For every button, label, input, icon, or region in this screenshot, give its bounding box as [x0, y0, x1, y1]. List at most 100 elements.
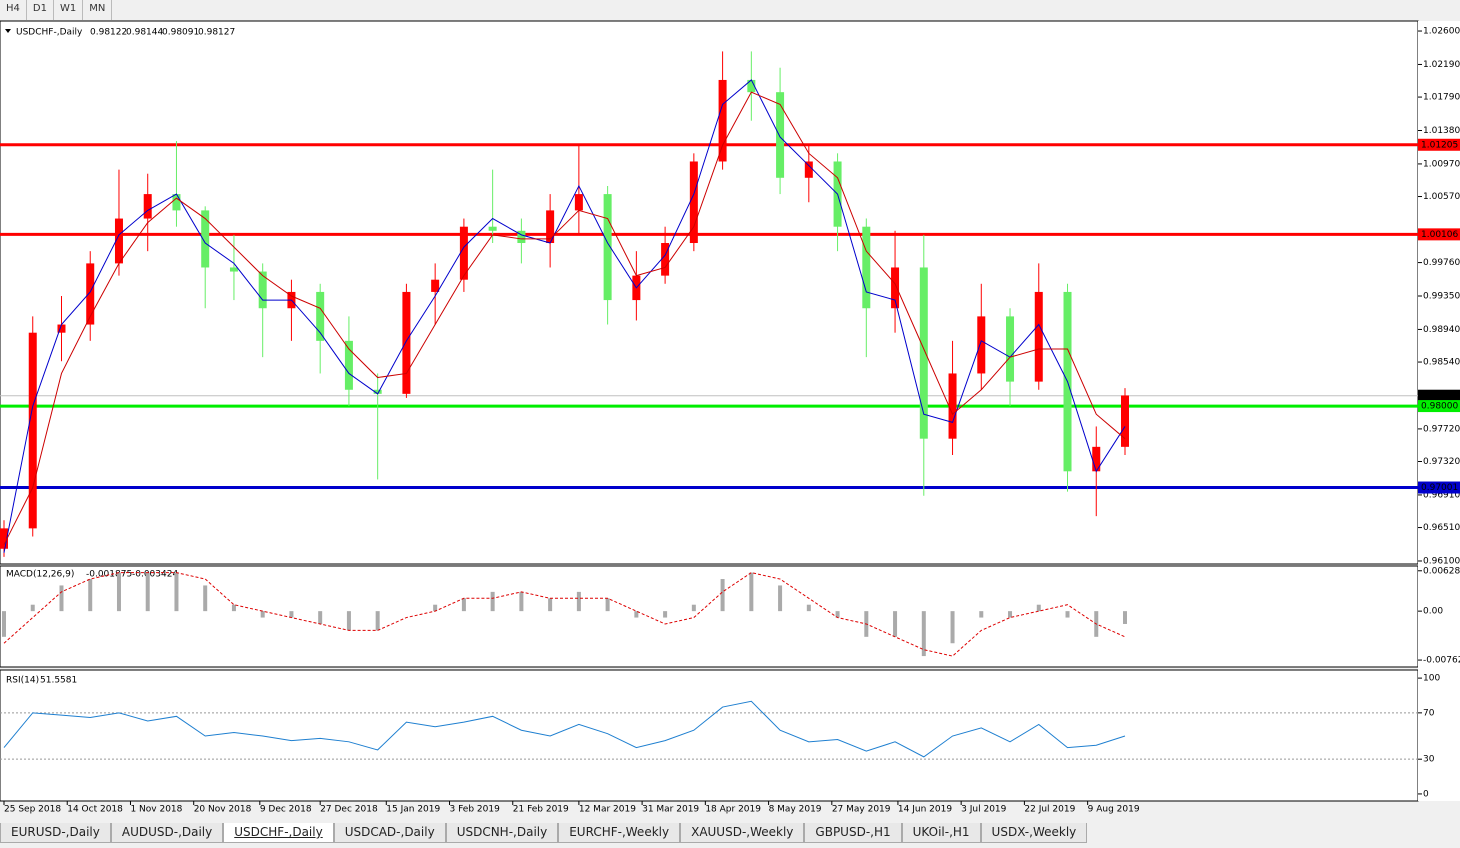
- macd-bar: [59, 585, 64, 612]
- candle-body: [689, 161, 698, 244]
- x-tick-label: 21 Feb 2019: [513, 805, 569, 815]
- macd-bar: [720, 579, 725, 612]
- x-tick-label: 31 Mar 2019: [642, 805, 699, 815]
- symbol-tab[interactable]: XAUUSD-,Weekly: [680, 823, 805, 843]
- macd-bar: [346, 611, 351, 631]
- macd-bar: [260, 611, 265, 618]
- level-label-box: [1418, 481, 1460, 494]
- y-tick-label: 1.00570: [1423, 192, 1460, 202]
- candle-body: [459, 226, 468, 280]
- macd-signal: [3, 572, 1126, 657]
- macd-bar: [806, 604, 811, 612]
- level-label: 0.97001: [1421, 483, 1458, 493]
- y-tick-label: 0: [1423, 789, 1429, 799]
- macd-bar: [691, 604, 696, 612]
- y-tick-label: 1.01380: [1423, 126, 1460, 136]
- candle-body: [316, 291, 325, 341]
- macd-bar: [634, 611, 639, 618]
- y-tick-label: 0.97320: [1423, 457, 1460, 467]
- x-tick-label: 27 May 2019: [832, 805, 891, 815]
- y-tick-label: 0.99760: [1423, 258, 1460, 268]
- macd-bar: [375, 611, 380, 631]
- symbol-tab[interactable]: AUDUSD-,Daily: [110, 823, 224, 843]
- candle-body: [1006, 316, 1015, 382]
- macd-bar: [116, 572, 121, 612]
- last-price-label: 0.98127: [1421, 391, 1458, 401]
- symbol-tab[interactable]: UKOil-,H1: [901, 823, 981, 843]
- symbol-tab[interactable]: USDCNH-,Daily: [445, 823, 559, 843]
- macd-bar: [950, 611, 955, 644]
- ma-fast-line: [3, 79, 1126, 553]
- candle-body: [603, 194, 612, 301]
- x-tick-label: 25 Sep 2018: [4, 805, 61, 815]
- y-tick-label: 0.96100: [1423, 556, 1460, 566]
- candle-body: [0, 528, 8, 549]
- macd-bar: [979, 611, 984, 618]
- macd-bar: [88, 579, 93, 612]
- candle-body: [28, 332, 37, 529]
- ohlc-value: 0.98091: [162, 28, 199, 38]
- rsi-title: RSI(14): [6, 676, 39, 686]
- period-button[interactable]: W1: [54, 0, 84, 20]
- y-tick-label: 0.96510: [1423, 523, 1460, 533]
- symbol-tab[interactable]: USDCHF-,Daily: [223, 823, 334, 843]
- candle-body: [804, 161, 813, 178]
- period-button[interactable]: D1: [27, 0, 54, 20]
- macd-bar: [519, 591, 524, 612]
- rsi-value: 51.5581: [40, 676, 77, 686]
- x-tick-label: 8 May 2019: [769, 805, 822, 815]
- macd-bar: [1123, 611, 1127, 624]
- symbol-tab[interactable]: USDX-,Weekly: [980, 823, 1088, 843]
- chart: USDCHF-,Daily MACD(12,26,9) RSI(14) 51.5…: [0, 20, 1460, 815]
- macd-bar: [433, 604, 438, 612]
- level-label-box: [1418, 228, 1460, 241]
- x-tick-label: 15 Jan 2019: [386, 805, 440, 815]
- candle-body: [546, 210, 555, 244]
- candle-body: [201, 210, 210, 268]
- symbol-tab[interactable]: EURCHF-,Weekly: [558, 823, 681, 843]
- candle-body: [488, 226, 497, 231]
- symbol-tab[interactable]: EURUSD-,Daily: [0, 823, 111, 843]
- last-price-box: [1418, 389, 1460, 402]
- y-tick-label: -0.00762: [1423, 656, 1460, 666]
- rsi-line: [3, 700, 1126, 758]
- x-tick-label: 9 Aug 2019: [1088, 805, 1140, 815]
- level-label: 1.00106: [1421, 230, 1458, 240]
- x-tick-label: 18 Apr 2019: [705, 805, 761, 815]
- macd-bar: [1065, 611, 1070, 618]
- level-label: 1.01205: [1421, 140, 1458, 150]
- y-tick-label: 0.006286: [1423, 566, 1460, 576]
- candle-body: [373, 389, 382, 394]
- candle-body: [919, 267, 928, 439]
- candle-body: [862, 226, 871, 309]
- macd-bar: [174, 572, 179, 612]
- candle-body: [431, 279, 440, 292]
- candle-body: [517, 230, 526, 244]
- y-tick-label: 1.02190: [1423, 60, 1460, 70]
- x-tick-label: 14 Jun 2019: [898, 805, 952, 815]
- ohlc-value: 0.98122: [90, 28, 127, 38]
- period-button[interactable]: MN: [83, 0, 113, 20]
- macd-bar: [145, 572, 150, 612]
- symbol-title: USDCHF-,Daily: [16, 28, 83, 38]
- ma-slow-line: [3, 91, 1126, 545]
- y-tick-label: 0.99350: [1423, 292, 1460, 302]
- y-tick-label: 0.00: [1423, 607, 1443, 617]
- candle-body: [1034, 291, 1043, 382]
- symbol-tab[interactable]: GBPUSD-,H1: [804, 823, 902, 843]
- main-panel: [0, 20, 1419, 565]
- y-tick-label: 100: [1423, 674, 1440, 684]
- candle-body: [344, 340, 353, 390]
- period-button[interactable]: H4: [0, 0, 27, 20]
- macd-bar: [1008, 611, 1013, 618]
- symbol-tab[interactable]: USDCAD-,Daily: [333, 823, 446, 843]
- candle-body: [948, 373, 957, 439]
- macd-bar: [461, 598, 466, 612]
- candle-body: [143, 194, 152, 219]
- x-tick-label: 3 Feb 2019: [450, 805, 501, 815]
- symbol-tabs: EURUSD-,Daily AUDUSD-,Daily USDCHF-,Daily U…: [0, 823, 1088, 843]
- candle-body: [661, 243, 670, 276]
- macd-bar: [318, 611, 323, 624]
- candle-body: [891, 267, 900, 309]
